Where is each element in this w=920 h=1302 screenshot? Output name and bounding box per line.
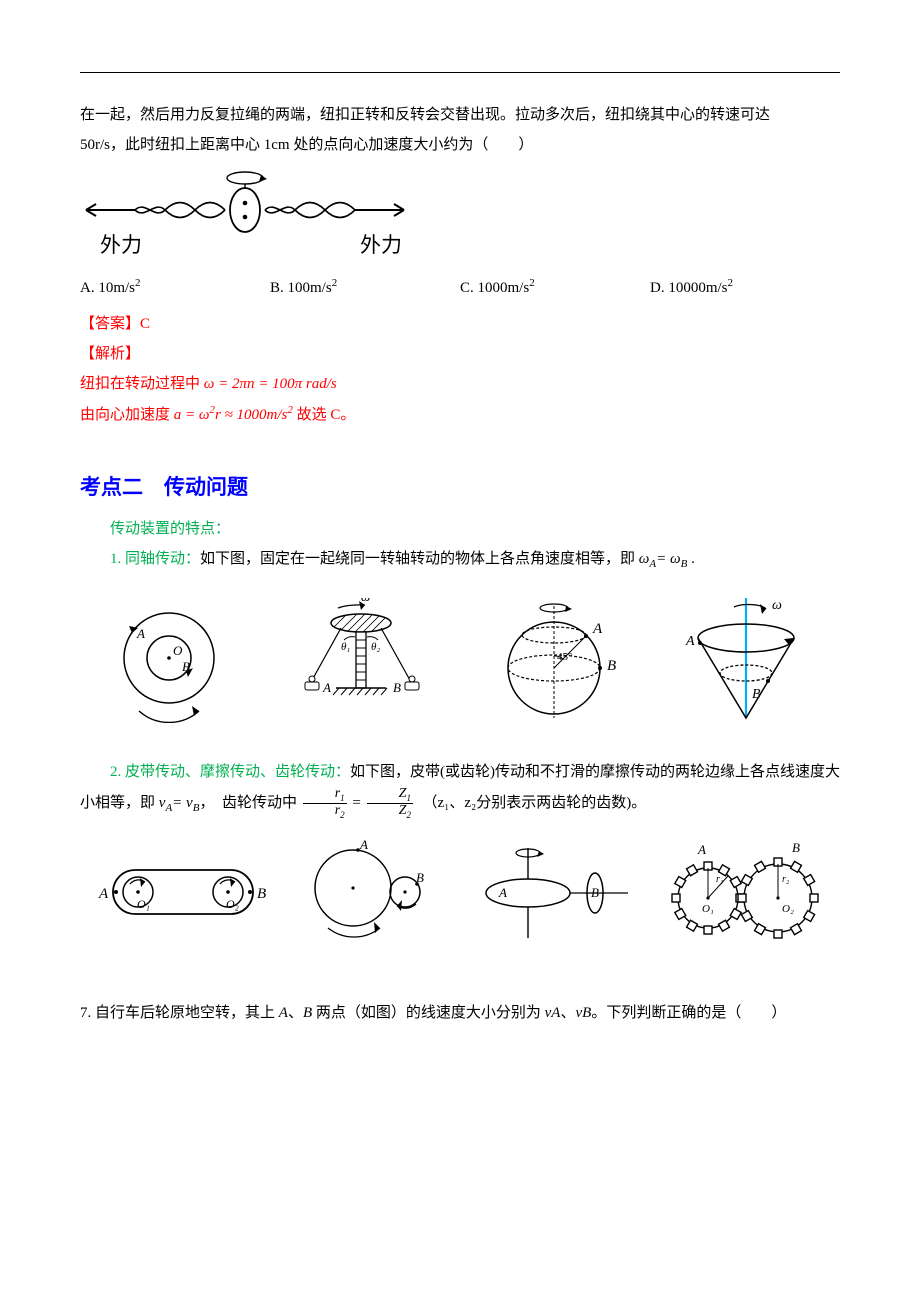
svg-text:O₁: O₁ xyxy=(702,903,714,915)
svg-text:O₁: O₁ xyxy=(137,897,150,911)
q7-prefix: 7. 自行车后轮原地空转，其上 xyxy=(80,1005,279,1021)
item2-num: 2. xyxy=(110,764,125,780)
svg-text:O₂: O₂ xyxy=(782,903,794,915)
explain-l2-prefix: 由向心加速度 xyxy=(80,407,174,423)
explain-line-1: 纽扣在转动过程中 ω = 2πn = 100π rad/s xyxy=(80,369,840,399)
svg-text:A: A xyxy=(685,634,695,649)
svg-text:B: B xyxy=(182,659,190,674)
svg-text:ω: ω xyxy=(361,598,370,604)
item2-body3: （z₁、z₂分别表示两齿轮的齿数)。 xyxy=(415,795,646,811)
label-rightforce: 外力 xyxy=(360,233,402,257)
svg-text:B: B xyxy=(393,680,401,695)
answer-choice: C xyxy=(140,316,150,332)
question-7: 7. 自行车后轮原地空转，其上 A、B 两点（如图）的线速度大小分别为 vA、v… xyxy=(80,998,840,1028)
option-a-text: A. 10m/s xyxy=(80,280,135,296)
svg-text:A: A xyxy=(498,885,507,900)
button-spin-diagram: 外力 外力 xyxy=(80,170,840,260)
svg-text:45°: 45° xyxy=(557,651,572,663)
diagram-concentric: O A B xyxy=(104,603,234,723)
option-b: B. 100m/s2 xyxy=(270,272,460,303)
option-c-text: C. 1000m/s xyxy=(460,280,529,296)
diagram-gears: O₁ r₁ A O₂ r₂ B xyxy=(658,838,828,948)
item1-formula: ωA= ωB xyxy=(639,551,688,567)
belt-diagrams-row: A O₁ B O₂ A B A B xyxy=(80,838,840,948)
button-spin-svg: 外力 外力 xyxy=(80,170,410,260)
item2-formula-1: vA= vB xyxy=(159,795,200,811)
option-b-text: B. 100m/s xyxy=(270,280,332,296)
item1-body: 如下图，固定在一起绕同一转轴转动的物体上各点角速度相等，即 xyxy=(200,551,639,567)
explain-line-2: 由向心加速度 a = ω2r ≈ 1000m/s2 故选 C。 xyxy=(80,399,840,430)
kaopoint-2-heading: 考点二 传动问题 xyxy=(80,466,840,508)
option-d: D. 10000m/s2 xyxy=(650,272,840,303)
svg-text:O: O xyxy=(173,643,183,658)
kaopoint-item-2: 2. 皮带传动、摩擦传动、齿轮传动：如下图，皮带(或齿轮)传动和不打滑的摩擦传动… xyxy=(80,757,840,820)
q7-B: B xyxy=(303,1005,312,1021)
svg-text:r₂: r₂ xyxy=(782,874,790,885)
explain-l1-formula: ω = 2πn = 100π rad/s xyxy=(204,376,337,392)
intro-paragraph-1: 在一起，然后用力反复拉绳的两端，纽扣正转和反转会交替出现。拉动多次后，纽扣绕其中… xyxy=(80,100,840,130)
svg-text:θ₁: θ₁ xyxy=(341,641,350,653)
diagram-carousel: ω θ₁ θ₂ A B xyxy=(281,598,441,728)
kaopoint-item-1: 1. 同轴传动：如下图，固定在一起绕同一转轴转动的物体上各点角速度相等，即 ωA… xyxy=(80,544,840,575)
svg-text:B: B xyxy=(752,687,761,702)
diagram-sphere: 45° A B xyxy=(489,598,629,728)
explain-tag-line: 【解析】 xyxy=(80,339,840,369)
option-a-exp: 2 xyxy=(135,277,141,289)
svg-text:A: A xyxy=(359,838,368,852)
frac-z: Z1Z2 xyxy=(367,787,413,820)
svg-text:A: A xyxy=(697,842,706,857)
explain-l2-formula: a = ω2r ≈ 1000m/s2 xyxy=(174,407,293,423)
item1-suffix: . xyxy=(687,551,695,567)
svg-text:A: A xyxy=(592,621,603,637)
diagram-bevel: A B xyxy=(473,843,633,943)
q7-vA: vA xyxy=(545,1005,561,1021)
svg-text:ω: ω xyxy=(772,598,782,613)
svg-text:θ₂: θ₂ xyxy=(371,641,380,653)
option-b-exp: 2 xyxy=(332,277,338,289)
option-d-text: D. 10000m/s xyxy=(650,280,728,296)
option-d-exp: 2 xyxy=(728,277,734,289)
answer-tag: 【答案】 xyxy=(80,316,140,332)
diagram-cone: ω A B xyxy=(676,593,816,733)
svg-text:A: A xyxy=(322,680,331,695)
q7-sep2: 、 xyxy=(560,1005,575,1021)
option-c-exp: 2 xyxy=(529,277,535,289)
q7-sep1: 、 xyxy=(288,1005,303,1021)
diagram-belt: A O₁ B O₂ xyxy=(93,848,273,938)
explain-tag: 【解析】 xyxy=(80,346,140,362)
intro-paragraph-2: 50r/s，此时纽扣上距离中心 1cm 处的点向心加速度大小约为（ ） xyxy=(80,130,840,160)
answer-line: 【答案】C xyxy=(80,309,840,339)
diagram-friction: A B xyxy=(298,838,448,948)
q7-vB: vB xyxy=(575,1005,591,1021)
svg-text:r₁: r₁ xyxy=(716,874,723,885)
svg-text:B: B xyxy=(792,840,800,855)
option-c: C. 1000m/s2 xyxy=(460,272,650,303)
svg-text:B: B xyxy=(591,885,599,900)
svg-text:B: B xyxy=(257,886,266,902)
page-top-rule xyxy=(80,72,840,73)
label-leftforce: 外力 xyxy=(100,233,142,257)
option-a: A. 10m/s2 xyxy=(80,272,270,303)
svg-text:B: B xyxy=(607,658,616,674)
item2-body2: ， 齿轮传动中 xyxy=(199,795,300,811)
q7-mid4: 两点（如图）的线速度大小分别为 xyxy=(312,1005,545,1021)
svg-text:A: A xyxy=(136,626,145,641)
frac-r: r1r2 xyxy=(303,787,347,820)
svg-text:A: A xyxy=(98,886,109,902)
explain-l2-suffix: 故选 C。 xyxy=(293,407,356,423)
svg-text:O₂: O₂ xyxy=(226,897,239,911)
item1-label: 同轴传动： xyxy=(125,551,200,567)
item2-label: 皮带传动、摩擦传动、齿轮传动： xyxy=(125,764,350,780)
kaopoint-2-lead: 传动装置的特点： xyxy=(80,514,840,544)
q7-A: A xyxy=(279,1005,288,1021)
coaxial-diagrams-row: O A B ω xyxy=(80,593,840,733)
q7-suffix: 。下列判断正确的是（ ） xyxy=(591,1005,786,1021)
kaopoint-lead-text: 传动装置的特点： xyxy=(110,521,230,537)
explain-l1-prefix: 纽扣在转动过程中 xyxy=(80,376,204,392)
options-row: A. 10m/s2 B. 100m/s2 C. 1000m/s2 D. 1000… xyxy=(80,272,840,303)
item1-num: 1. xyxy=(110,551,125,567)
